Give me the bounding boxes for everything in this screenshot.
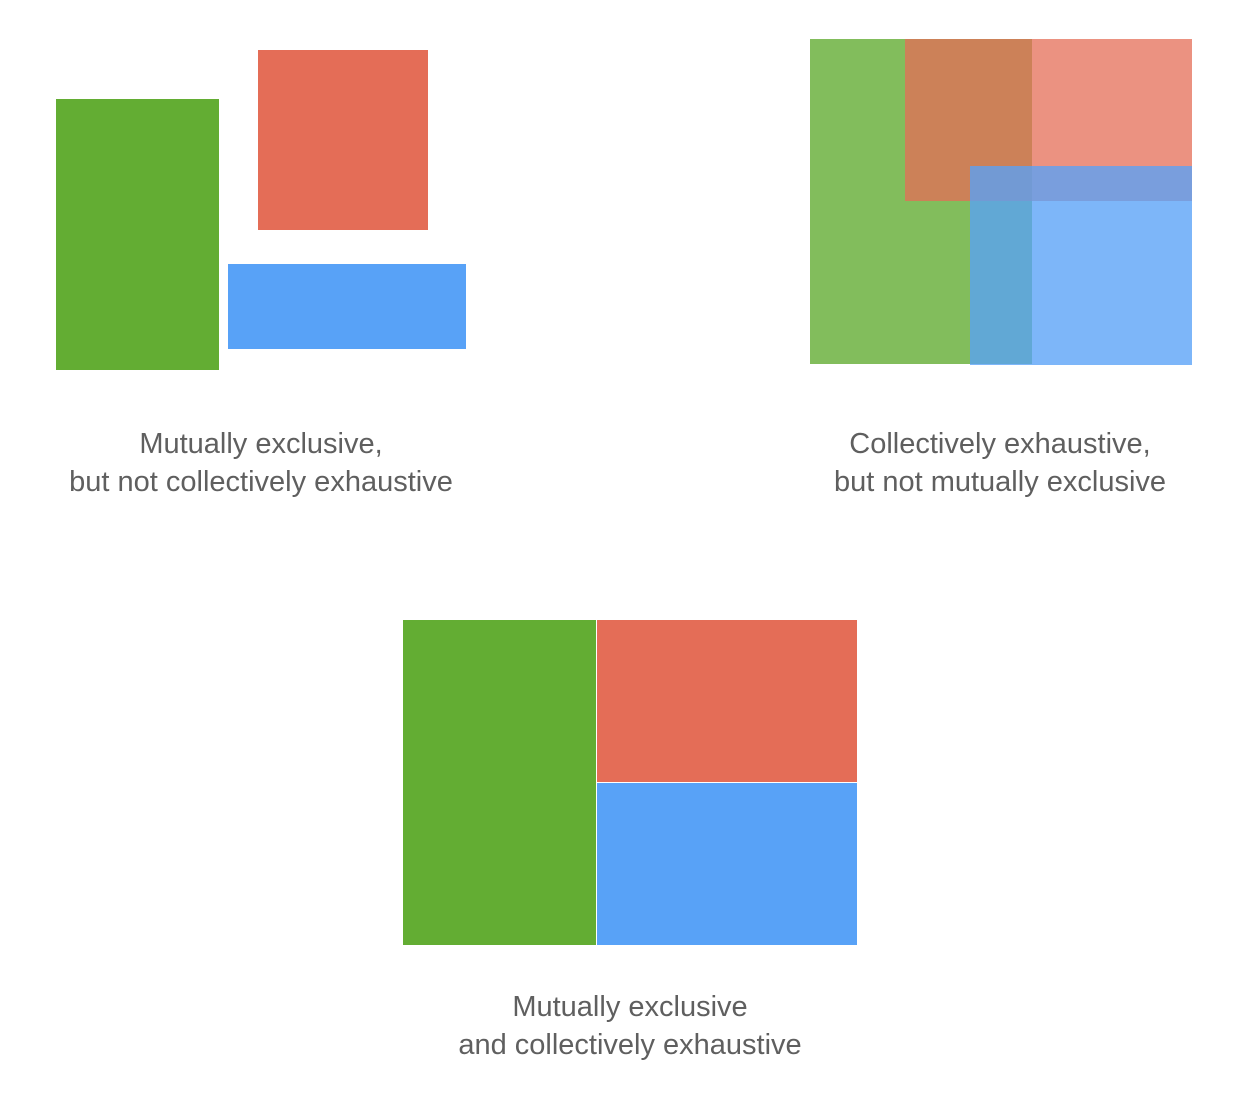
red-rectangle	[258, 50, 428, 230]
green-rectangle	[403, 620, 596, 945]
caption-line: but not collectively exhaustive	[0, 463, 522, 501]
caption-line: and collectively exhaustive	[380, 1026, 880, 1064]
blue-rectangle	[228, 264, 466, 349]
caption-line: Mutually exclusive	[380, 988, 880, 1026]
blue-rectangle	[970, 166, 1192, 365]
caption-line: Collectively exhaustive,	[760, 425, 1240, 463]
panel-caption: Mutually exclusive, but not collectively…	[0, 425, 522, 501]
caption-line: Mutually exclusive,	[0, 425, 522, 463]
panel-caption: Collectively exhaustive, but not mutuall…	[760, 425, 1240, 501]
blue-rectangle	[597, 783, 857, 945]
caption-line: but not mutually exclusive	[760, 463, 1240, 501]
green-rectangle	[56, 99, 219, 370]
red-rectangle	[597, 620, 857, 782]
panel-caption: Mutually exclusive and collectively exha…	[380, 988, 880, 1064]
